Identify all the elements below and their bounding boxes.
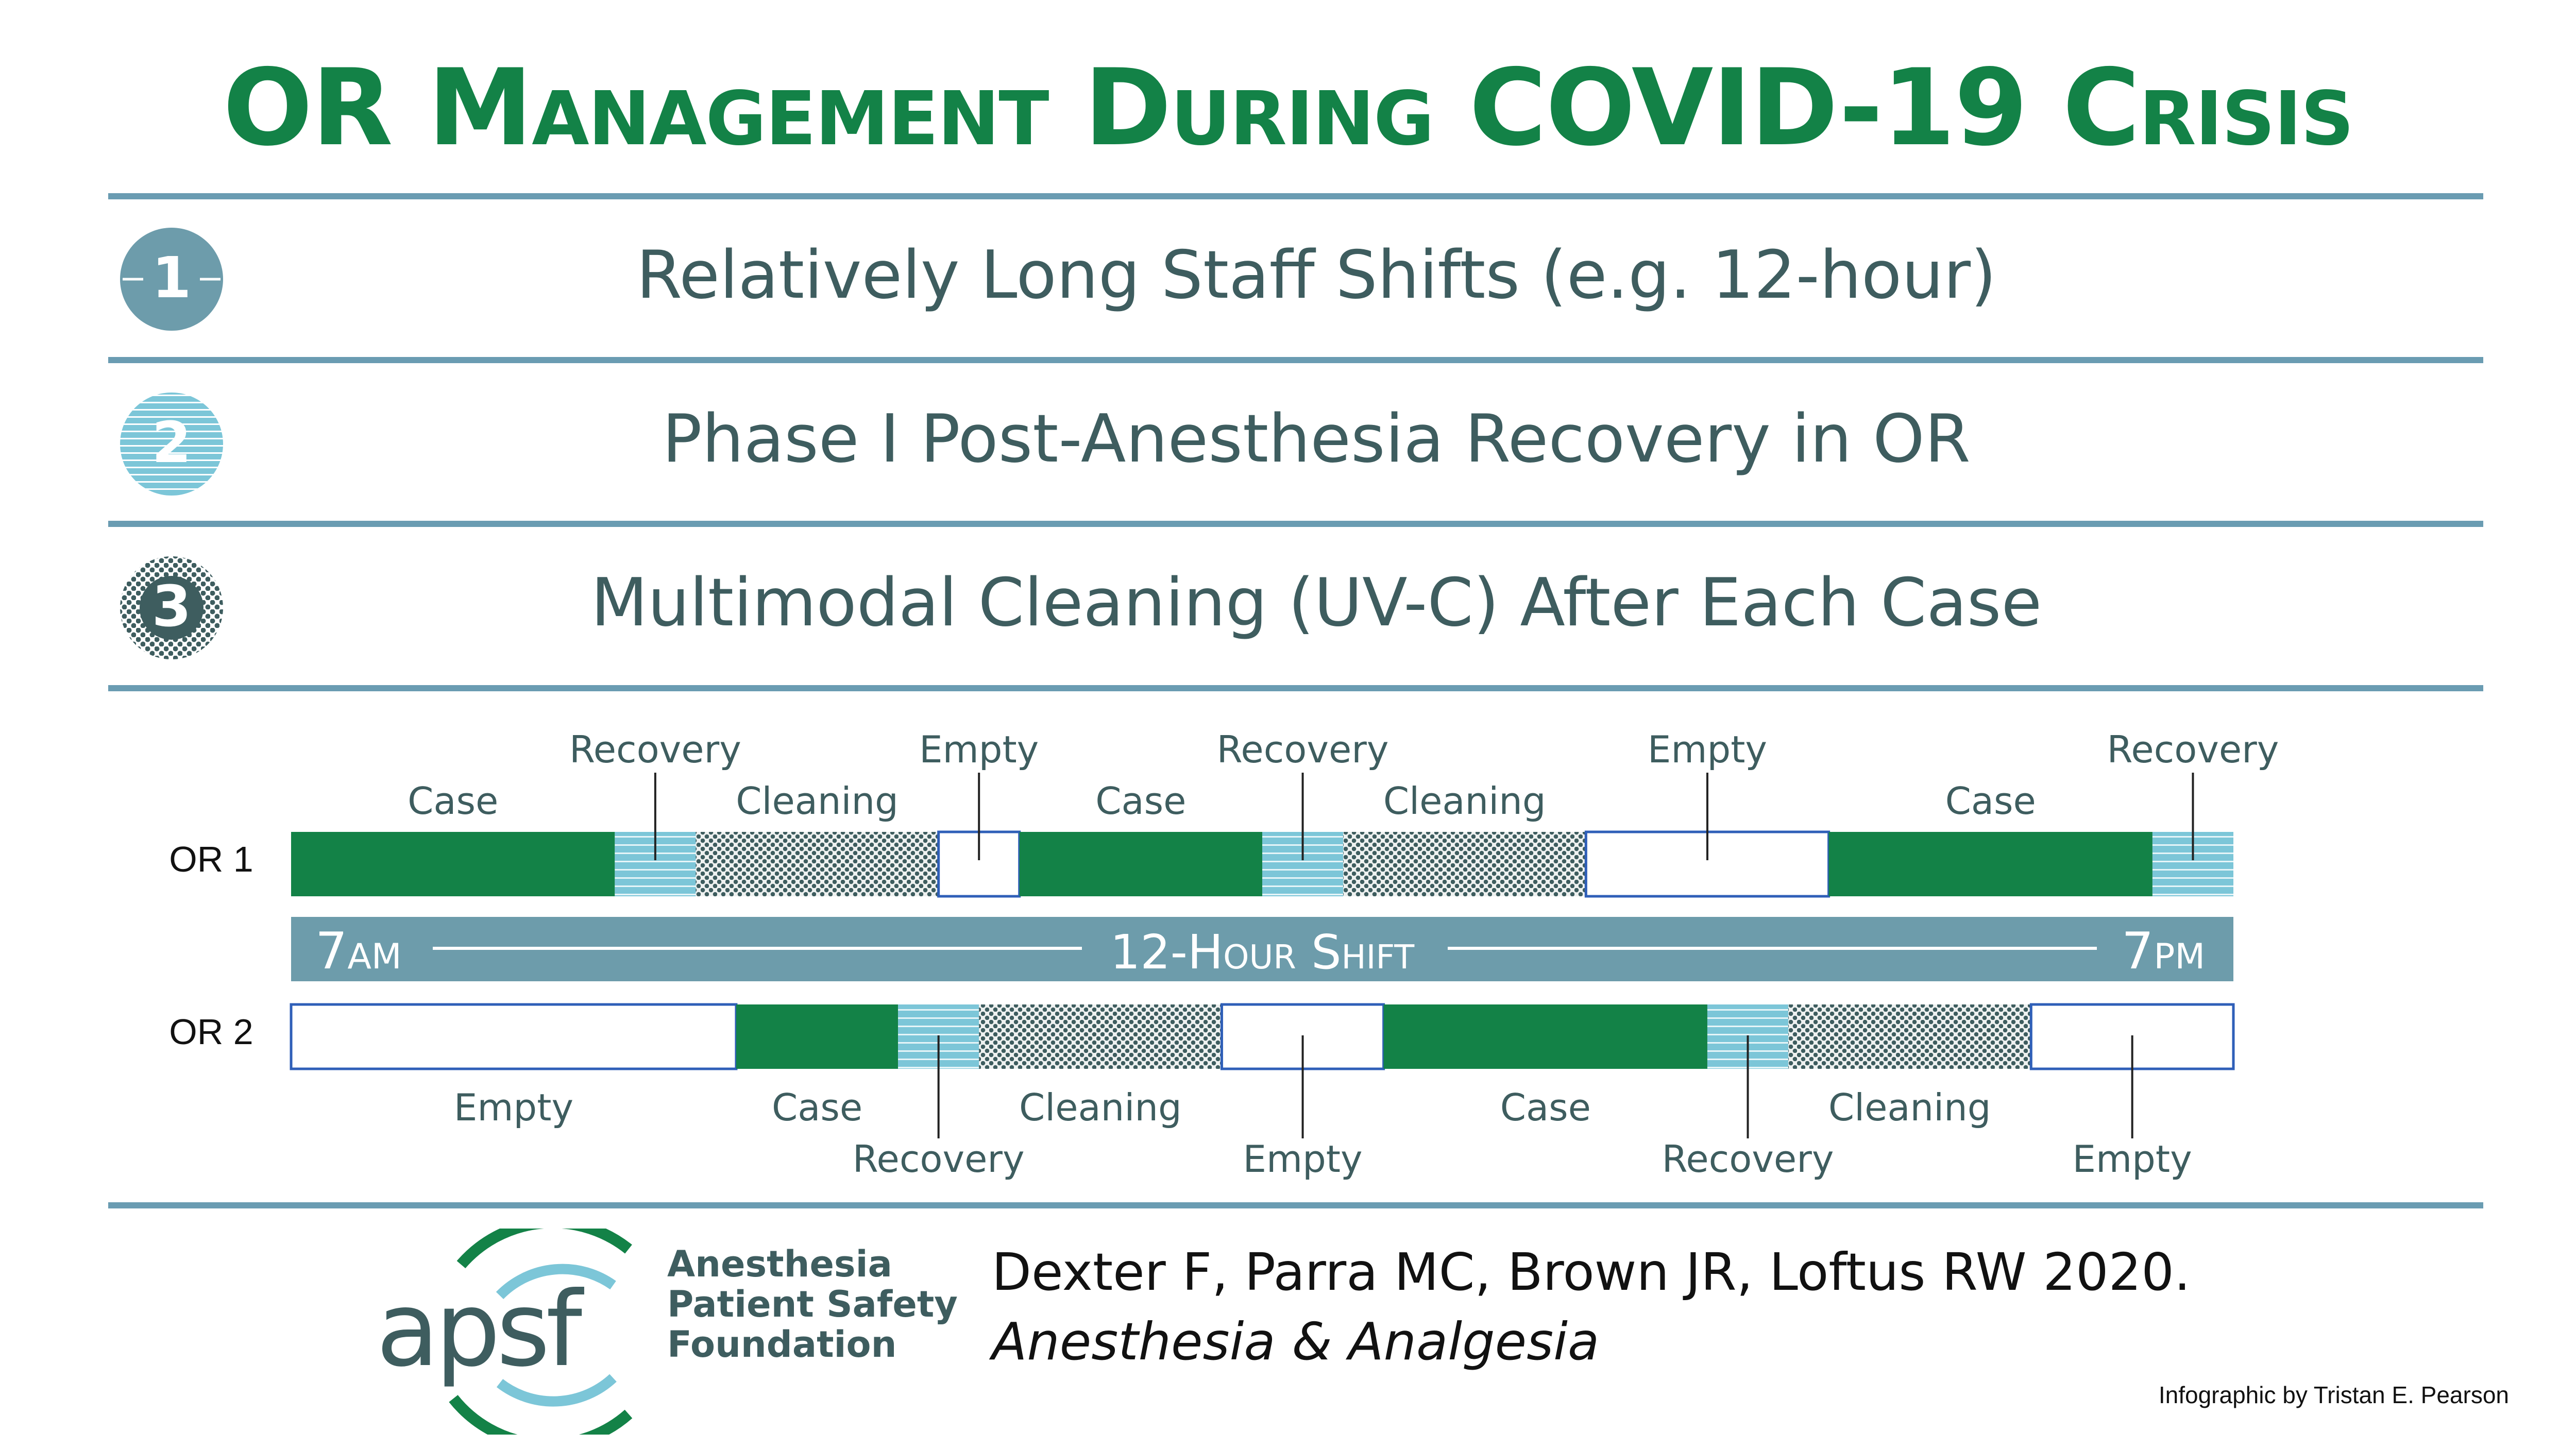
- org-name: Anesthesia Patient Safety Foundation: [667, 1244, 958, 1365]
- segment-case: [1019, 832, 1262, 896]
- shift-start-suffix: AM: [347, 936, 401, 977]
- divider: [108, 685, 2483, 691]
- item-text-2: Phase I Post-Anesthesia Recovery in OR: [662, 401, 1971, 478]
- segment-label-recovery: Recovery: [569, 728, 741, 771]
- segment-cleaning: [1788, 1004, 2031, 1069]
- apsf-logo: apsf: [376, 1229, 633, 1435]
- segment-label-recovery: Recovery: [1662, 1137, 1834, 1181]
- shift-bar: 7AM 12-Hour Shift 7PM: [291, 917, 2233, 981]
- infographic-credit: Infographic by Tristan E. Pearson: [2158, 1382, 2509, 1408]
- divider: [108, 357, 2483, 363]
- segment-label-cleaning: Cleaning: [1019, 1086, 1182, 1129]
- number-badge-2: 2: [120, 393, 223, 496]
- segment-case: [736, 1004, 899, 1069]
- shift-end-number: 7: [2122, 922, 2154, 981]
- segment-label-empty: Empty: [1243, 1137, 1362, 1181]
- shift-start: 7AM: [315, 922, 402, 981]
- segment-label-cleaning: Cleaning: [1828, 1086, 1991, 1129]
- segment-label-cleaning: Cleaning: [1383, 779, 1546, 823]
- shift-end: 7PM: [2122, 922, 2205, 981]
- divider: [108, 521, 2483, 527]
- citation-journal: Anesthesia & Analgesia: [992, 1311, 1600, 1372]
- or-timeline-diagram: OR 1 Case Recovery Cleaning Empty Case Recove…: [169, 728, 2279, 1181]
- segment-case: [291, 832, 615, 896]
- segment-label-case: Case: [1095, 779, 1186, 823]
- number-badge-3: 3: [120, 556, 223, 659]
- segment-cleaning: [979, 1004, 1222, 1069]
- segment-label-recovery: Recovery: [853, 1137, 1025, 1181]
- citation-authors: Dexter F, Parra MC, Brown JR, Loftus RW …: [992, 1242, 2191, 1302]
- segment-label-recovery: Recovery: [2107, 728, 2279, 771]
- logo-wordmark: apsf: [376, 1270, 585, 1390]
- number-badge-1: 1: [120, 228, 223, 331]
- page-title: OR Management During COVID-19 Crisis: [223, 47, 2354, 169]
- divider: [108, 193, 2483, 199]
- segment-cleaning: [696, 832, 939, 896]
- org-name-line: Patient Safety: [667, 1283, 958, 1325]
- org-name-line: Foundation: [667, 1323, 897, 1366]
- segment-case: [1828, 832, 2153, 896]
- segment-label-recovery: Recovery: [1217, 728, 1389, 771]
- shift-start-number: 7: [315, 922, 347, 981]
- segment-label-empty: Empty: [2073, 1137, 2192, 1181]
- segment-label-case: Case: [1500, 1086, 1591, 1129]
- or2-row: OR 2 Empty Case Recovery Cleaning Empty Case R…: [169, 1003, 2235, 1181]
- shift-end-suffix: PM: [2154, 936, 2205, 977]
- shift-label: 12-Hour Shift: [1110, 925, 1415, 980]
- badge-number: 2: [152, 410, 192, 475]
- segment-label-case: Case: [1945, 779, 2036, 823]
- or1-row: OR 1 Case Recovery Cleaning Empty Case Recove…: [169, 728, 2279, 898]
- segment-case: [1383, 1004, 1707, 1069]
- segment-empty: [290, 1003, 738, 1070]
- item-text-1: Relatively Long Staff Shifts (e.g. 12-ho…: [636, 237, 1996, 314]
- badge-number: 1: [152, 245, 192, 311]
- segment-label-cleaning: Cleaning: [736, 779, 899, 823]
- segment-label-case: Case: [408, 779, 498, 823]
- row-label-or2: OR 2: [169, 1012, 253, 1052]
- badge-number: 3: [152, 573, 192, 639]
- segment-label-empty: Empty: [1648, 728, 1767, 771]
- org-name-line: Anesthesia: [667, 1243, 892, 1285]
- divider: [108, 1202, 2483, 1208]
- segment-label-empty: Empty: [919, 728, 1039, 771]
- row-label-or1: OR 1: [169, 839, 253, 879]
- segment-label-empty: Empty: [454, 1086, 573, 1129]
- segment-cleaning: [1343, 832, 1586, 896]
- segment-label-case: Case: [772, 1086, 862, 1129]
- item-text-3: Multimodal Cleaning (UV-C) After Each Ca…: [590, 565, 2042, 641]
